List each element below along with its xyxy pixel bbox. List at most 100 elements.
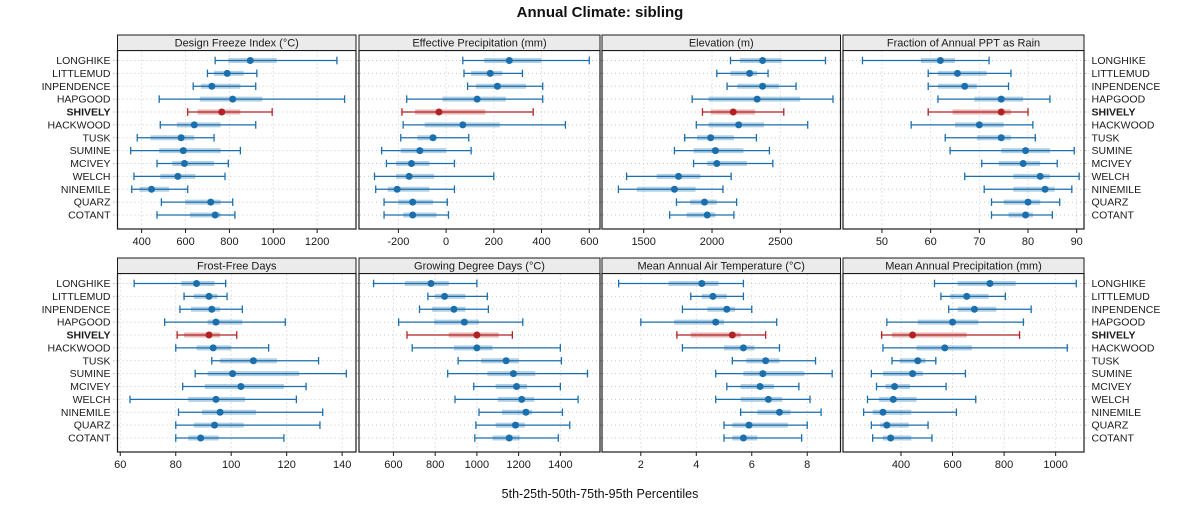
percentile-row-HACKWOOD bbox=[159, 121, 257, 129]
percentile-row-INPENDENCE bbox=[927, 82, 1010, 91]
median-dot bbox=[211, 211, 219, 219]
site-label-right-LITTLEMUD: LITTLEMUD bbox=[1092, 291, 1151, 303]
strip-title: Effective Precipitation (mm) bbox=[412, 38, 546, 50]
percentile-row-HACKWOOD bbox=[882, 344, 1068, 352]
percentile-row-NINEMILE bbox=[983, 185, 1073, 194]
x-tick-label: 90 bbox=[1071, 236, 1083, 248]
percentile-row-WELCH bbox=[625, 172, 732, 181]
percentile-row-NINEMILE bbox=[478, 408, 564, 417]
x-axis-fraction-ppt-rain: 50 60 70 80 90 bbox=[876, 229, 1083, 248]
median-dot bbox=[986, 280, 994, 287]
x-tick-label: 600 bbox=[176, 236, 194, 248]
percentile-row-NINEMILE bbox=[617, 185, 724, 194]
x-tick-label: 600 bbox=[943, 459, 961, 471]
x-tick-label: 1200 bbox=[506, 459, 530, 471]
median-dot bbox=[746, 69, 754, 77]
median-dot bbox=[207, 198, 215, 206]
strip-mean-annual-precipitation: Mean Annual Precipitation (mm) bbox=[842, 257, 1085, 274]
strip-mean-annual-air-temperature: Mean Annual Air Temperature (°C) bbox=[601, 257, 841, 274]
strip-fraction-ppt-rain: Fraction of Annual PPT as Rain bbox=[842, 34, 1085, 51]
median-dot bbox=[728, 331, 736, 339]
percentile-row-INPENDENCE bbox=[948, 305, 1032, 314]
median-dot bbox=[518, 395, 526, 403]
x-tick-label: 600 bbox=[384, 459, 402, 471]
x-tick-label: -200 bbox=[387, 236, 409, 248]
percentile-row-COTANT bbox=[474, 434, 559, 442]
median-dot bbox=[229, 370, 237, 378]
median-dot bbox=[209, 344, 217, 352]
percentile-row-QUARZ bbox=[475, 421, 571, 429]
x-axis-elevation: 1500 2000 2500 bbox=[631, 229, 793, 248]
percentile-row-MCIVEY bbox=[182, 382, 307, 391]
percentile-row-COTANT bbox=[175, 434, 285, 442]
median-dot bbox=[1041, 185, 1049, 193]
percentile-row-LONGHIKE bbox=[729, 56, 827, 65]
x-tick-label: 1400 bbox=[548, 459, 572, 471]
percentile-row-WELCH bbox=[866, 395, 977, 404]
percentile-row-COTANT bbox=[156, 211, 236, 219]
site-label-right-LONGHIKE: LONGHIKE bbox=[1092, 55, 1146, 67]
median-dot bbox=[409, 211, 417, 219]
percentile-row-WELCH bbox=[715, 395, 811, 404]
percentile-row-LONGHIKE bbox=[214, 56, 338, 65]
site-label-right-COTANT: COTANT bbox=[1092, 210, 1135, 222]
site-label-right-TUSK: TUSK bbox=[1092, 132, 1120, 144]
site-label-right-SHIVELY: SHIVELY bbox=[1092, 107, 1136, 119]
percentile-row-SUMINE bbox=[447, 369, 589, 378]
site-label-left-HAPGOOD: HAPGOOD bbox=[57, 94, 111, 106]
median-dot bbox=[427, 280, 435, 287]
site-label-right-WELCH: WELCH bbox=[1092, 171, 1130, 183]
site-label-right-MCIVEY: MCIVEY bbox=[1092, 381, 1132, 393]
median-dot bbox=[502, 357, 510, 365]
percentile-row-LONGHIKE bbox=[933, 279, 1077, 288]
site-label-left-COTANT: COTANT bbox=[68, 433, 111, 445]
chart-title: Annual Climate: sibling bbox=[516, 4, 684, 21]
site-label-left-SUMINE: SUMINE bbox=[70, 368, 111, 380]
percentile-row-INPENDENCE bbox=[466, 82, 544, 91]
percentile-row-SUMINE bbox=[673, 146, 771, 155]
site-label-right-INPENDENCE: INPENDENCE bbox=[1092, 81, 1161, 93]
site-label-left-WELCH: WELCH bbox=[73, 171, 111, 183]
median-dot bbox=[936, 57, 944, 64]
site-label-left-HACKWOOD: HACKWOOD bbox=[48, 342, 111, 354]
grid-design-freeze-index bbox=[118, 51, 355, 228]
median-dot bbox=[887, 434, 895, 442]
panel-elevation: 1500 2000 2500 Elevation (m) bbox=[601, 34, 842, 248]
median-dot bbox=[675, 172, 683, 180]
x-tick-label: 800 bbox=[995, 459, 1013, 471]
median-dot bbox=[460, 318, 468, 326]
median-dot bbox=[961, 82, 969, 90]
percentile-row-INPENDENCE bbox=[681, 305, 753, 314]
grid-growing-degree-days bbox=[360, 274, 599, 451]
site-label-right-NINEMILE: NINEMILE bbox=[1092, 407, 1142, 419]
median-dot bbox=[889, 395, 897, 403]
x-tick-label: 1500 bbox=[631, 236, 655, 248]
median-dot bbox=[997, 108, 1005, 116]
site-label-left-LITTLEMUD: LITTLEMUD bbox=[52, 291, 111, 303]
percentile-row-NINEMILE bbox=[375, 185, 456, 194]
median-dot bbox=[723, 305, 731, 313]
site-label-left-INPENDENCE: INPENDENCE bbox=[42, 304, 111, 316]
percentile-row-TUSK bbox=[731, 356, 817, 365]
strip-title: Mean Annual Precipitation (mm) bbox=[885, 261, 1042, 273]
percentile-row-NINEMILE bbox=[131, 185, 189, 194]
median-dot bbox=[211, 421, 219, 429]
median-dot bbox=[1022, 211, 1030, 219]
percentile-row-LITTLEMUD bbox=[183, 292, 228, 301]
site-label-left-QUARZ: QUARZ bbox=[74, 420, 111, 432]
median-dot bbox=[709, 292, 717, 300]
percentile-row-HAPGOOD bbox=[406, 95, 544, 103]
percentile-row-TUSK bbox=[400, 133, 470, 142]
site-label-right-TUSK: TUSK bbox=[1092, 355, 1120, 367]
percentile-row-MCIVEY bbox=[385, 159, 456, 168]
median-dot bbox=[190, 121, 198, 129]
site-label-left-LONGHIKE: LONGHIKE bbox=[56, 55, 110, 67]
median-dot bbox=[441, 292, 449, 300]
percentile-row-SHIVELY bbox=[406, 331, 514, 339]
median-dot bbox=[941, 344, 949, 352]
site-label-left-WELCH: WELCH bbox=[73, 394, 111, 406]
percentile-row-INPENDENCE bbox=[192, 82, 257, 91]
site-label-right-COTANT: COTANT bbox=[1092, 433, 1135, 445]
x-tick-label: 1000 bbox=[1043, 459, 1067, 471]
percentile-row-NINEMILE bbox=[177, 408, 324, 417]
